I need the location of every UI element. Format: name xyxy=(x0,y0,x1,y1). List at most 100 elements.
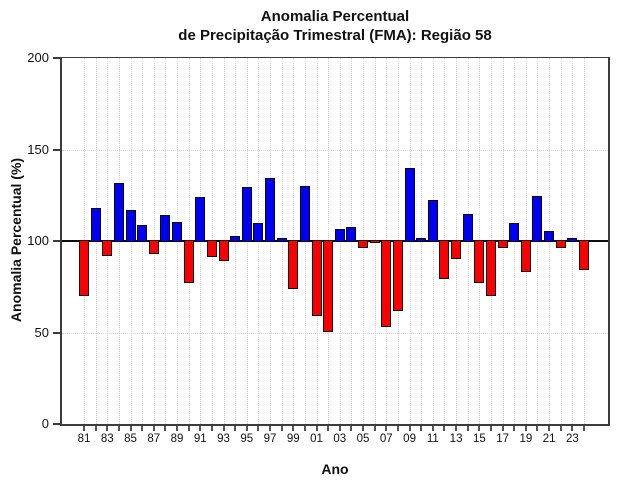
x-axis-tick xyxy=(176,426,179,431)
x-tick-label: 15 xyxy=(472,433,486,445)
x-axis-tick xyxy=(222,426,225,431)
x-tick-label: 87 xyxy=(147,433,161,445)
x-axis-tick xyxy=(362,426,365,431)
bar-2017 xyxy=(497,240,508,249)
bar-2004 xyxy=(346,227,357,242)
x-tick-label: 85 xyxy=(124,433,137,445)
bar-2016 xyxy=(485,240,496,296)
bar-2009 xyxy=(404,167,415,242)
bar-2011 xyxy=(427,199,438,242)
bar-1987 xyxy=(148,240,159,254)
bar-1985 xyxy=(125,209,136,242)
y-axis-tick xyxy=(53,57,60,59)
x-tick-label: 81 xyxy=(77,433,91,445)
x-tick-label: 19 xyxy=(519,433,533,445)
bar-2020 xyxy=(532,196,543,242)
x-tick-label: 13 xyxy=(449,433,463,445)
bar-2019 xyxy=(520,240,531,273)
bar-1998 xyxy=(276,238,287,242)
bar-1993 xyxy=(218,240,229,262)
chart-title-line1: Anomalia Percentual xyxy=(260,8,410,25)
bar-1989 xyxy=(172,221,183,242)
x-axis-tick xyxy=(83,426,85,431)
x-axis-tick xyxy=(269,426,272,431)
x-axis-tick xyxy=(501,426,504,431)
bar-2015 xyxy=(474,240,485,284)
x-tick-label: 21 xyxy=(542,433,556,445)
x-axis-tick xyxy=(245,426,248,431)
x-tick-label: 03 xyxy=(333,433,347,445)
bar-1990 xyxy=(183,240,194,284)
bar-2014 xyxy=(462,214,473,242)
bar-2023 xyxy=(567,238,578,242)
y-axis-tick xyxy=(53,148,60,151)
bar-2010 xyxy=(416,238,427,242)
bar-2018 xyxy=(509,222,520,242)
x-axis-tick xyxy=(327,426,330,431)
x-tick-label: 17 xyxy=(496,433,509,445)
bar-1994 xyxy=(230,235,241,242)
x-axis-tick xyxy=(559,426,562,431)
x-tick-label: 97 xyxy=(263,433,277,445)
x-tick-label: 89 xyxy=(170,433,184,445)
bar-2003 xyxy=(334,229,345,242)
x-tick-label: 07 xyxy=(379,433,393,445)
bar-2024 xyxy=(579,240,589,271)
y-tick-label: 0 xyxy=(41,416,49,431)
x-axis-tick xyxy=(548,426,551,431)
x-tick-label: 95 xyxy=(240,433,254,445)
bar-1995 xyxy=(241,187,252,242)
x-axis-tick xyxy=(455,426,458,431)
bar-1991 xyxy=(195,197,206,242)
chart-title-line2: de Precipitação Trimestral (FMA): Região… xyxy=(178,27,492,44)
x-tick-label: 11 xyxy=(426,433,439,445)
x-axis-tick xyxy=(315,426,318,431)
x-axis-tick xyxy=(280,426,283,431)
bar-2021 xyxy=(544,230,555,242)
x-axis-tick xyxy=(129,426,132,431)
x-axis-tick xyxy=(187,426,190,431)
horizontal-gridline xyxy=(62,332,608,334)
x-axis-tick xyxy=(408,426,411,431)
x-tick-label: 99 xyxy=(286,433,300,445)
x-axis-tick xyxy=(94,426,97,431)
x-axis-tick xyxy=(443,426,446,431)
bar-2022 xyxy=(555,240,566,249)
horizontal-gridline xyxy=(62,149,608,151)
x-axis-tick xyxy=(210,426,213,431)
x-axis-tick xyxy=(152,426,155,431)
x-tick-label: 01 xyxy=(310,433,323,445)
x-axis-tick xyxy=(489,426,492,431)
y-tick-label: 150 xyxy=(27,141,49,157)
x-axis-tick xyxy=(141,426,144,431)
x-axis-tick xyxy=(396,426,399,431)
y-tick-label: 100 xyxy=(27,233,49,248)
bar-2007 xyxy=(381,240,392,327)
x-tick-label: 91 xyxy=(193,433,207,445)
x-axis-tick xyxy=(385,426,388,431)
x-tick-label: 09 xyxy=(403,433,416,445)
bar-1996 xyxy=(253,222,264,242)
bar-1999 xyxy=(288,240,299,289)
x-axis-tick xyxy=(164,426,167,431)
y-axis-tick xyxy=(53,331,60,334)
bar-2008 xyxy=(392,240,403,311)
bar-2001 xyxy=(311,240,322,317)
y-tick-label: 50 xyxy=(34,324,49,340)
x-axis-tick xyxy=(106,426,109,431)
x-tick-label: 23 xyxy=(565,433,579,445)
x-axis-tick xyxy=(571,426,574,431)
plot-area xyxy=(60,57,610,426)
x-tick-label: 93 xyxy=(217,433,230,445)
x-axis-tick xyxy=(257,426,260,431)
x-tick-label: 83 xyxy=(100,433,114,445)
x-axis-tick xyxy=(466,426,469,431)
bar-2012 xyxy=(439,240,450,280)
bar-1982 xyxy=(90,208,101,242)
x-tick-label: 05 xyxy=(356,433,370,445)
x-axis-tick xyxy=(420,426,423,431)
x-axis-tick xyxy=(292,426,295,431)
y-axis-tick xyxy=(53,240,60,242)
x-axis-tick xyxy=(524,426,527,431)
x-axis-tick xyxy=(513,426,516,431)
